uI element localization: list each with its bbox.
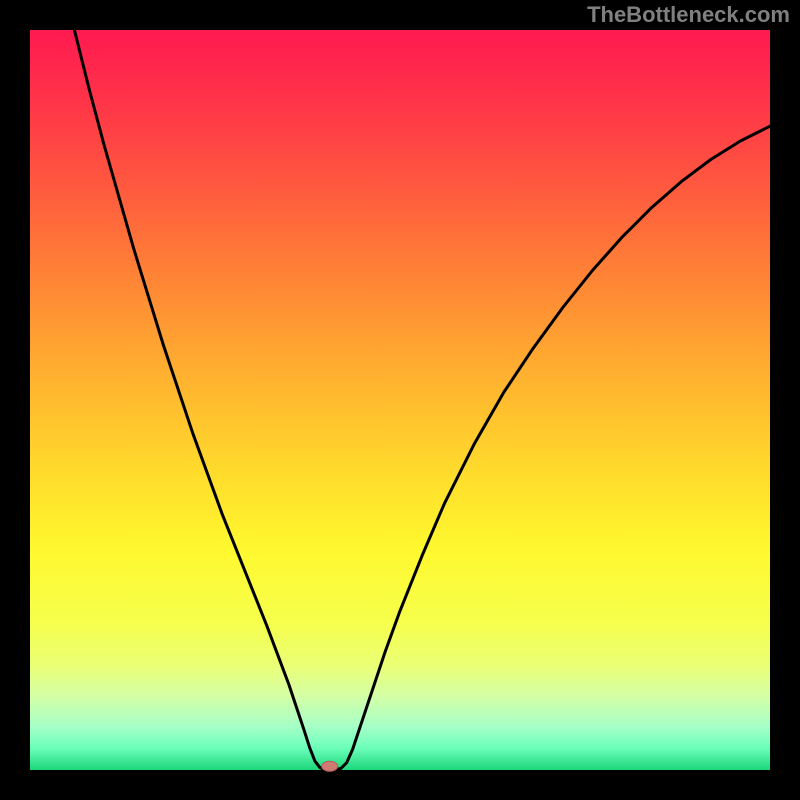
- plot-background: [30, 30, 770, 770]
- watermark-text: TheBottleneck.com: [587, 2, 790, 28]
- optimal-point-marker: [322, 761, 338, 771]
- chart-container: TheBottleneck.com: [0, 0, 800, 800]
- bottleneck-chart: [0, 0, 800, 800]
